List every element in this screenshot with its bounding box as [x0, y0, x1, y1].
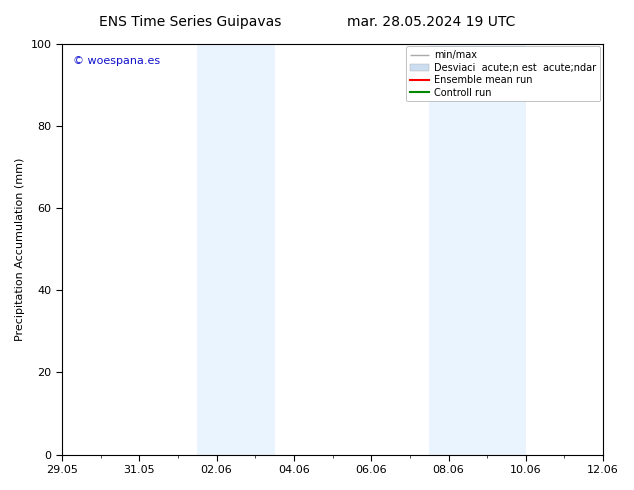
Bar	[429, 44, 526, 455]
Text: © woespana.es: © woespana.es	[73, 56, 160, 66]
Legend: min/max, Desviaci  acute;n est  acute;ndar, Ensemble mean run, Controll run: min/max, Desviaci acute;n est acute;ndar…	[406, 47, 600, 101]
Bar	[197, 44, 275, 455]
Y-axis label: Precipitation Accumulation (mm): Precipitation Accumulation (mm)	[15, 157, 25, 341]
Text: mar. 28.05.2024 19 UTC: mar. 28.05.2024 19 UTC	[347, 15, 515, 29]
Text: ENS Time Series Guipavas: ENS Time Series Guipavas	[99, 15, 281, 29]
